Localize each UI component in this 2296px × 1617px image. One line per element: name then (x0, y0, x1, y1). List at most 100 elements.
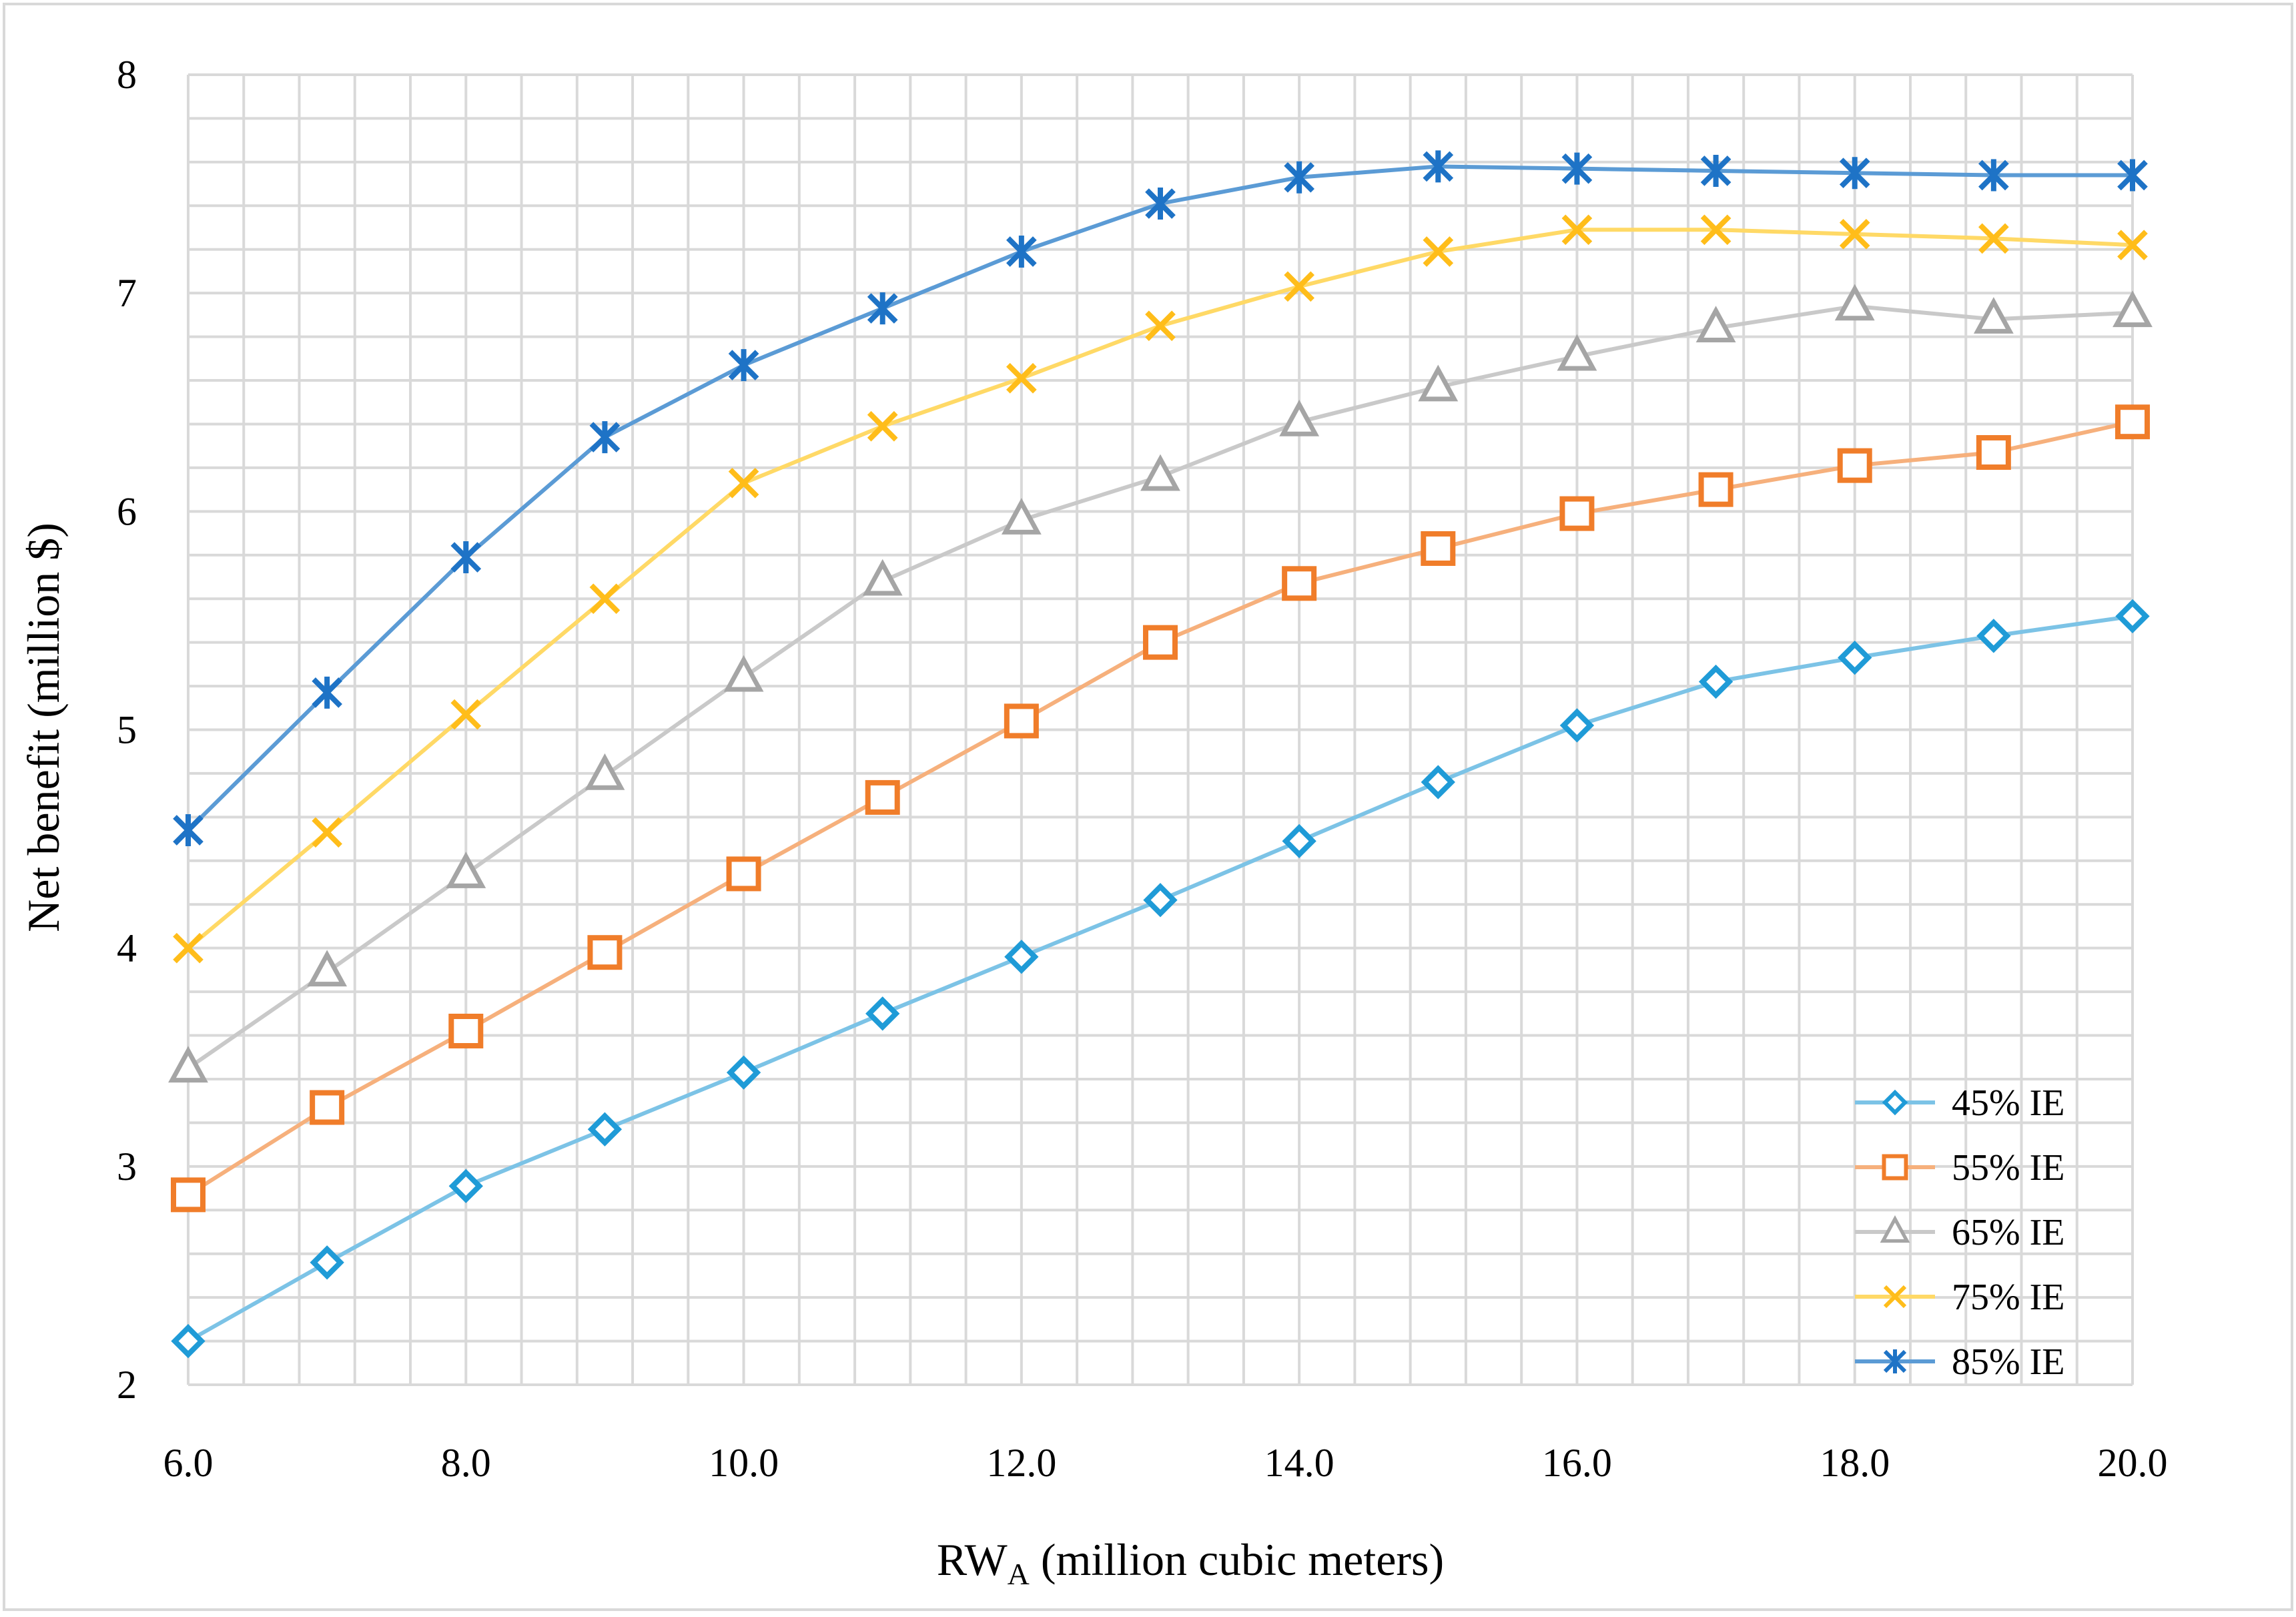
data-point (726, 856, 761, 892)
legend-item: 75% IE (1855, 1277, 2065, 1318)
data-point (1837, 448, 1872, 483)
data-point (1700, 214, 1732, 246)
legend-item: 55% IE (1855, 1147, 2065, 1189)
data-point (589, 421, 621, 454)
legend-marker (1882, 1154, 1908, 1181)
marker-stroke (1006, 362, 1037, 394)
marker-stroke (1700, 214, 1732, 246)
data-point (1421, 765, 1455, 799)
data-point (2113, 290, 2153, 328)
legend-item: 65% IE (1855, 1212, 2065, 1253)
data-point (867, 410, 898, 442)
x-tick-label: 8.0 (441, 1441, 491, 1485)
data-point (1839, 157, 1870, 190)
marker-stroke (312, 817, 342, 848)
y-tick-label: 2 (117, 1363, 137, 1407)
data-point (1561, 152, 1593, 185)
y-tick-label: 7 (117, 271, 137, 315)
legend-marker (1882, 1089, 1908, 1116)
y-tick-label: 6 (117, 489, 137, 533)
x-axis-title-subscript: A (1008, 1557, 1030, 1591)
data-point (1423, 150, 1454, 183)
data-point (1282, 824, 1316, 859)
legend-label: 55% IE (1952, 1147, 2065, 1189)
data-point (168, 1046, 208, 1083)
y-tick-label: 4 (117, 926, 137, 970)
legend-label: 65% IE (1952, 1212, 2065, 1253)
legend-item: 45% IE (1855, 1082, 2065, 1124)
marker-stroke (1145, 310, 1176, 342)
data-point (587, 1112, 623, 1147)
marker-stroke (589, 583, 621, 615)
gridlines (187, 73, 2134, 1386)
data-point (589, 583, 621, 615)
data-point (1006, 236, 1037, 268)
data-point (446, 852, 486, 888)
data-point (2115, 599, 2150, 634)
data-point (1418, 364, 1459, 402)
data-point (1004, 703, 1039, 739)
data-point (1284, 271, 1314, 302)
data-point (1421, 531, 1456, 566)
marker-stroke (1284, 271, 1314, 302)
data-point (587, 935, 623, 970)
data-point (728, 349, 759, 382)
marker-stroke (2117, 230, 2148, 261)
data-point (1282, 566, 1317, 601)
chart-border (3, 3, 2293, 1611)
legend-marker (1880, 1215, 1910, 1243)
data-point (1145, 310, 1176, 342)
data-point (1143, 883, 1178, 918)
data-point (1973, 297, 2014, 334)
data-point (1695, 306, 1736, 343)
data-point (1557, 334, 1597, 371)
data-point (1700, 154, 1732, 187)
data-point (726, 1055, 761, 1090)
data-point (2115, 404, 2150, 440)
data-point (1001, 498, 1042, 535)
x-axis-title: RWA (million cubic meters) (937, 1534, 1444, 1591)
data-point (2117, 230, 2148, 261)
y-tick-label: 5 (117, 708, 137, 752)
x-axis-title-main: RW (937, 1534, 1008, 1585)
marker-stroke (1561, 214, 1593, 246)
data-point (1140, 454, 1180, 491)
data-point (312, 817, 342, 848)
x-axis-title-suffix: (million cubic meters) (1030, 1534, 1444, 1585)
legend-marker (1883, 1349, 1907, 1373)
y-axis-title: Net benefit (million $) (18, 523, 69, 932)
data-point (728, 467, 759, 499)
x-tick-label: 16.0 (1542, 1441, 1612, 1485)
x-tick-label: 14.0 (1264, 1441, 1334, 1485)
data-point (448, 1169, 483, 1203)
series-markers (168, 150, 2153, 1359)
data-point (2117, 159, 2148, 192)
data-point (723, 655, 764, 692)
data-point (450, 541, 482, 574)
marker-stroke (450, 699, 482, 730)
legend: 45% IE 55% IE 65% IE 75% IE 85% IE (1855, 1082, 2065, 1383)
data-point (1559, 708, 1595, 743)
data-point (1976, 619, 2011, 653)
data-point (1838, 640, 1872, 675)
data-point (867, 292, 898, 325)
data-point (1143, 625, 1178, 660)
data-point (171, 1177, 206, 1213)
marker-stroke (728, 467, 759, 499)
data-point (173, 932, 204, 964)
data-point (1839, 219, 1870, 250)
data-point (448, 1013, 484, 1048)
legend-label: 85% IE (1952, 1341, 2065, 1383)
y-tick-label: 3 (117, 1145, 137, 1189)
legend-marker (1883, 1285, 1907, 1309)
data-point (1145, 188, 1176, 220)
data-point (865, 996, 900, 1031)
tick-labels: 6.0 8.0 10.0 12.0 14.0 16.0 18.0 20.0 2 3 4 5 6 7 8 (117, 53, 2168, 1485)
data-point (310, 1245, 344, 1280)
data-point (1834, 284, 1875, 321)
data-point (1279, 399, 1320, 436)
data-point (1698, 664, 1734, 699)
data-point (1559, 496, 1595, 531)
